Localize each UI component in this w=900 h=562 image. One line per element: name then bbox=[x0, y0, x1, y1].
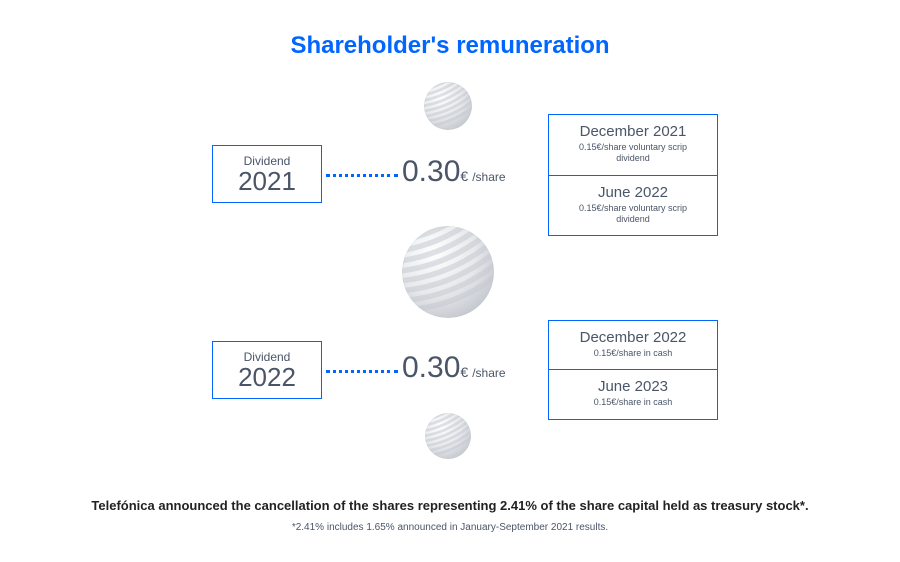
detail-title: December 2022 bbox=[563, 329, 703, 346]
footer-note: *2.41% includes 1.65% announced in Janua… bbox=[0, 522, 900, 533]
dividend-box-2021: Dividend 2021 bbox=[212, 145, 322, 203]
footer-announcement: Telefónica announced the cancellation of… bbox=[0, 498, 900, 513]
detail-title: June 2023 bbox=[563, 378, 703, 395]
connector-line bbox=[326, 174, 398, 177]
amount-currency: € bbox=[460, 168, 468, 184]
amount-per: /share bbox=[472, 170, 505, 184]
amount-value: 0.30 bbox=[402, 155, 460, 189]
amount-value: 0.30 bbox=[402, 351, 460, 385]
sphere-icon bbox=[425, 413, 471, 459]
detail-box: December 2021 0.15€/share voluntary scri… bbox=[548, 114, 718, 176]
dividend-year: 2022 bbox=[238, 364, 296, 390]
detail-sub: 0.15€/share voluntary scrip dividend bbox=[563, 203, 703, 226]
amount-currency: € bbox=[460, 364, 468, 380]
detail-title: December 2021 bbox=[563, 123, 703, 140]
detail-box: June 2023 0.15€/share in cash bbox=[548, 369, 718, 419]
amount-per: /share bbox=[472, 366, 505, 380]
amount-2021: 0.30 € /share bbox=[402, 155, 506, 189]
detail-box: June 2022 0.15€/share voluntary scrip di… bbox=[548, 175, 718, 237]
page-title: Shareholder's remuneration bbox=[0, 32, 900, 60]
detail-box: December 2022 0.15€/share in cash bbox=[548, 320, 718, 370]
detail-stack-2021: December 2021 0.15€/share voluntary scri… bbox=[548, 114, 718, 236]
amount-2022: 0.30 € /share bbox=[402, 351, 506, 385]
detail-stack-2022: December 2022 0.15€/share in cash June 2… bbox=[548, 320, 718, 420]
detail-sub: 0.15€/share in cash bbox=[563, 397, 703, 408]
sphere-icon bbox=[424, 82, 472, 130]
sphere-icon bbox=[402, 226, 494, 318]
detail-sub: 0.15€/share voluntary scrip dividend bbox=[563, 142, 703, 165]
detail-sub: 0.15€/share in cash bbox=[563, 348, 703, 359]
detail-title: June 2022 bbox=[563, 184, 703, 201]
dividend-year: 2021 bbox=[238, 168, 296, 194]
connector-line bbox=[326, 370, 398, 373]
dividend-box-2022: Dividend 2022 bbox=[212, 341, 322, 399]
